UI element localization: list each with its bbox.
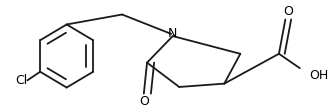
Text: O: O	[139, 95, 149, 108]
Text: N: N	[168, 27, 178, 40]
Text: OH: OH	[309, 69, 329, 82]
Text: O: O	[284, 5, 293, 18]
Text: Cl: Cl	[15, 74, 28, 87]
